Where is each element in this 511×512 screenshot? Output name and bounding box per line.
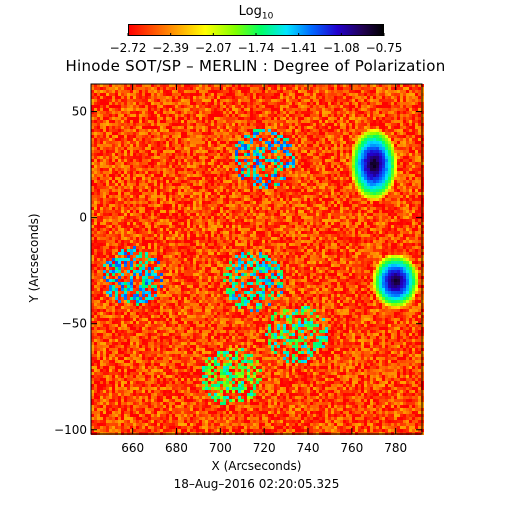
x-tick-label: 680 [165, 441, 188, 455]
plot-frame [90, 83, 423, 435]
colorbar-tick-label: −1.74 [238, 41, 275, 55]
colorbar-label: Log10 [238, 4, 274, 22]
y-tick-label: −50 [62, 317, 87, 331]
colorbar-tick-label: −1.08 [323, 41, 360, 55]
colorbar-tick-label: −2.72 [110, 41, 147, 55]
observation-timestamp: 18–Aug–2016 02:20:05.325 [173, 477, 340, 491]
heatmap-cells [91, 84, 424, 435]
chart-title: Hinode SOT/SP – MERLIN : Degree of Polar… [65, 57, 446, 75]
y-tick-label: 50 [72, 105, 87, 119]
y-tick-label: −100 [54, 423, 87, 437]
x-axis-label: X (Arcseconds) [211, 459, 302, 473]
colorbar-ticks: −2.72 −2.39 −2.07 −1.74 −1.41 −1.08 −0.75 [110, 33, 403, 55]
x-tick-label: 780 [384, 441, 407, 455]
colorbar-tick-label: −0.75 [366, 41, 403, 55]
x-tick-label: 740 [297, 441, 320, 455]
x-tick-label: 700 [209, 441, 232, 455]
colorbar-tick-label: −1.41 [280, 41, 317, 55]
x-tick-label: 720 [253, 441, 276, 455]
axis-ticks: 660 680 700 720 740 760 780 −100 −50 0 50 [54, 84, 422, 455]
y-tick-label: 0 [79, 211, 87, 225]
colorbar-tick-label: −2.39 [152, 41, 189, 55]
colorbar-tick-label: −2.07 [195, 41, 232, 55]
x-tick-label: 660 [121, 441, 144, 455]
x-tick-label: 760 [340, 441, 363, 455]
